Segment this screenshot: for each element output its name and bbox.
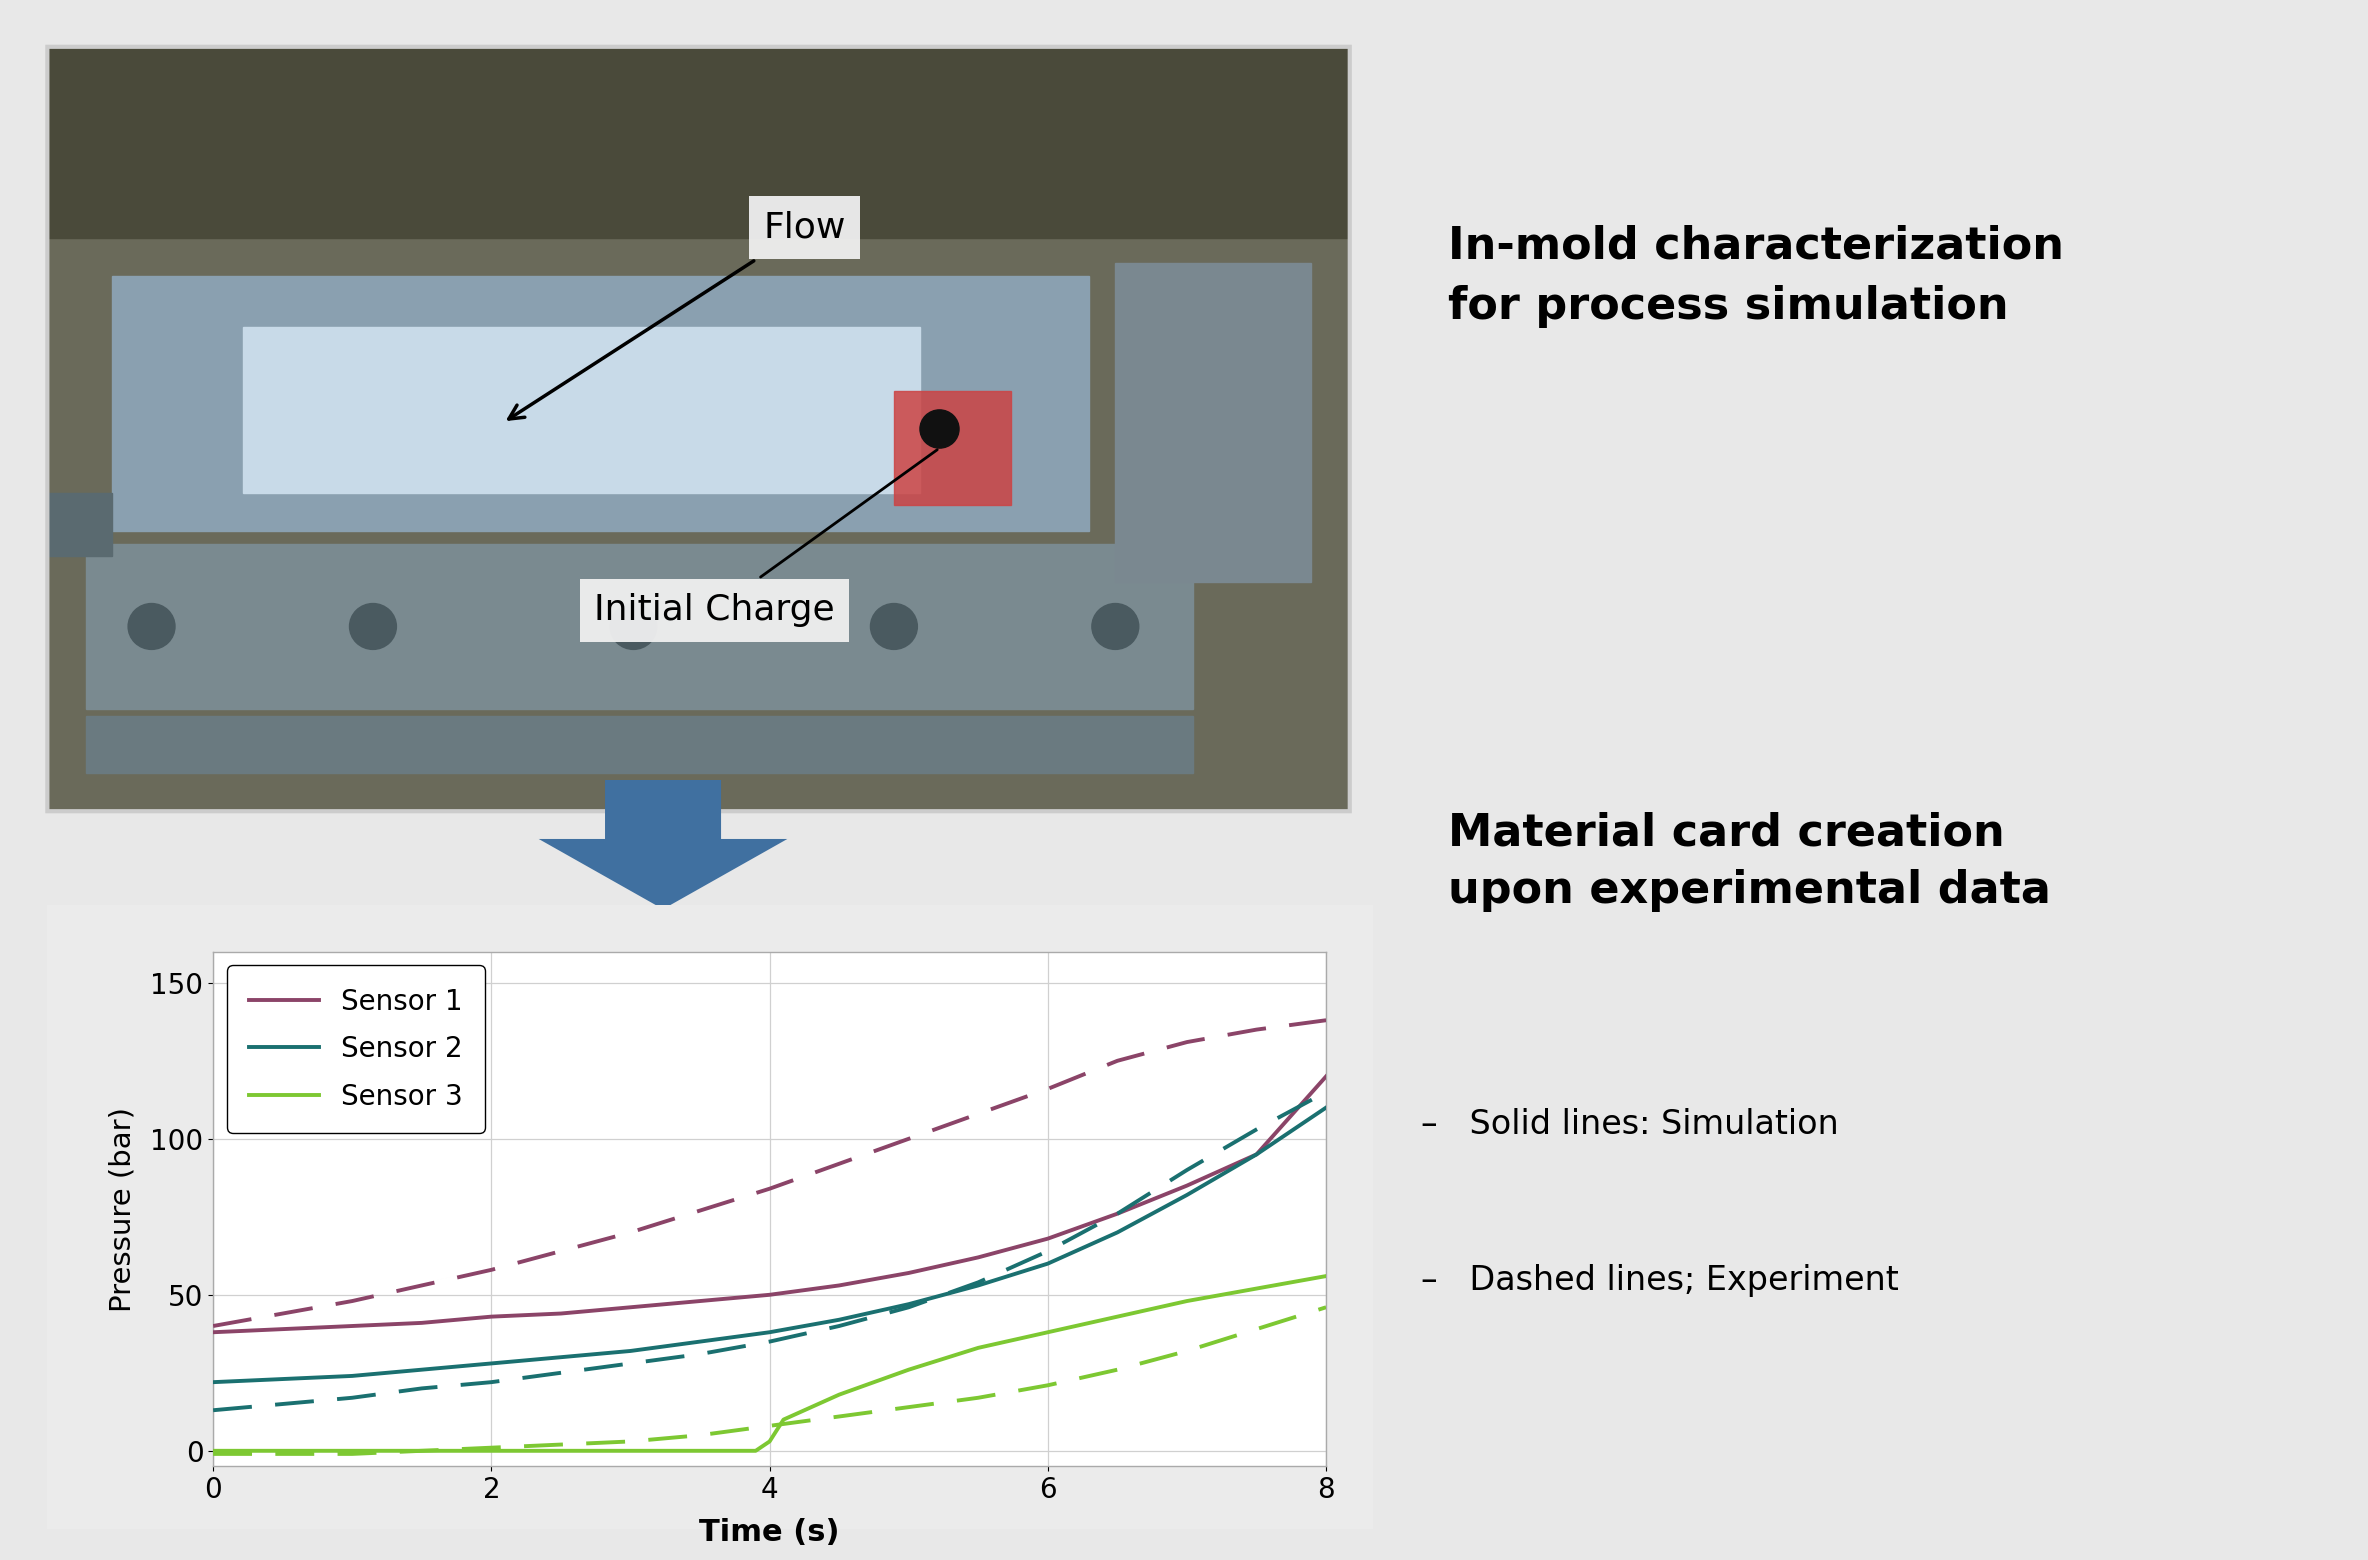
Text: –   Solid lines: Simulation: – Solid lines: Simulation — [1421, 1108, 1838, 1140]
Text: –   Dashed lines; Experiment: – Dashed lines; Experiment — [1421, 1264, 1899, 1296]
X-axis label: Time (s): Time (s) — [699, 1518, 841, 1548]
Bar — [114, 276, 1089, 530]
Circle shape — [921, 410, 959, 448]
Bar — [88, 716, 1193, 774]
Bar — [895, 390, 1011, 505]
Bar — [88, 544, 1193, 710]
Circle shape — [128, 604, 175, 649]
Circle shape — [871, 604, 916, 649]
Circle shape — [1092, 604, 1139, 649]
Text: In-mold characterization
for process simulation: In-mold characterization for process sim… — [1447, 225, 2065, 328]
Circle shape — [611, 604, 656, 649]
Bar — [47, 47, 1350, 239]
FancyBboxPatch shape — [21, 892, 1399, 1541]
Text: Flow: Flow — [509, 211, 845, 420]
Bar — [244, 328, 921, 493]
FancyArrow shape — [540, 780, 786, 909]
Y-axis label: Pressure (bar): Pressure (bar) — [109, 1106, 137, 1312]
Text: Material card creation
upon experimental data: Material card creation upon experimental… — [1447, 811, 2051, 913]
Text: Initial Charge: Initial Charge — [594, 449, 938, 627]
Bar — [1115, 264, 1312, 582]
Legend: Sensor 1, Sensor 2, Sensor 3: Sensor 1, Sensor 2, Sensor 3 — [227, 966, 485, 1133]
Circle shape — [350, 604, 395, 649]
Bar — [47, 493, 114, 557]
